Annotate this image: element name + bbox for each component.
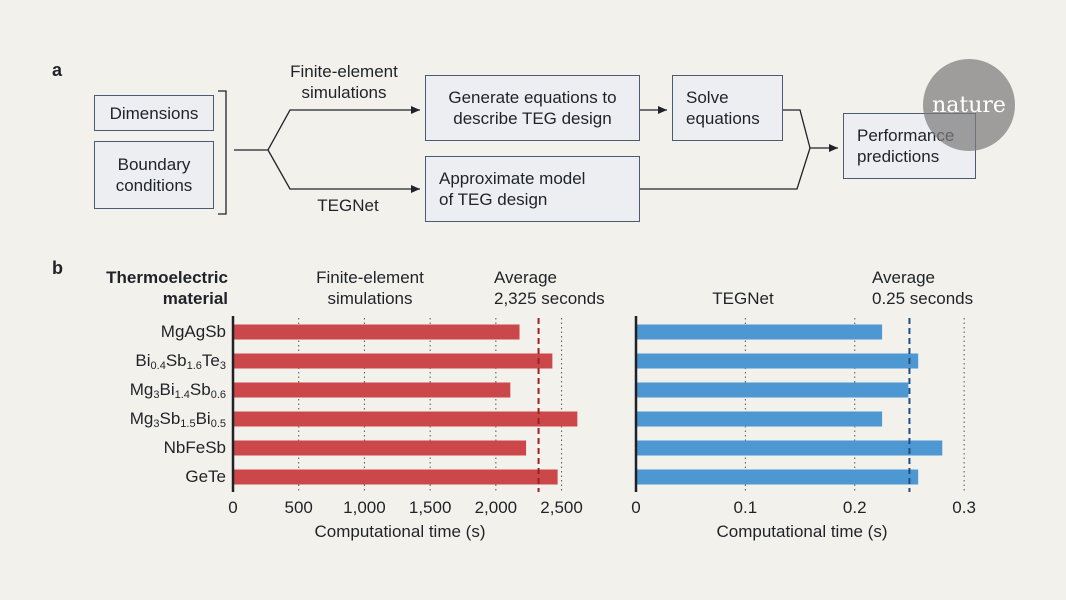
- fem-bar-1: [233, 353, 553, 369]
- fem-tick-label-4: 2,000: [475, 498, 518, 517]
- row-header: Thermoelectric material: [106, 268, 228, 308]
- fem-bar-2: [233, 382, 511, 398]
- fem-tick-label-2: 1,000: [343, 498, 386, 517]
- tegnet-tick-label-0: 0: [631, 498, 640, 517]
- fem-x-axis-label: Computational time (s): [314, 522, 486, 541]
- approximate-model-box: Approximate model of TEG design: [425, 156, 640, 222]
- fem-bar-0: [233, 324, 520, 340]
- nature-logo: nature: [923, 59, 1015, 151]
- material-label-mgsbbi: Mg3Sb1.5Bi0.5: [129, 409, 226, 430]
- tegnet-tick-label-3: 0.3: [952, 498, 976, 517]
- tegnet-branch-label: TEGNet: [317, 196, 379, 215]
- tegnet-bar-4: [636, 440, 943, 456]
- tegnet-bar-0: [636, 324, 883, 340]
- merge-connector-upper: [783, 109, 811, 149]
- fem-tick-label-0: 0: [228, 498, 237, 517]
- tegnet-bar-2: [636, 382, 909, 398]
- tegnet-x-axis-label: Computational time (s): [716, 522, 888, 541]
- tegnet-bar-5: [636, 469, 919, 485]
- tegnet-bar-1: [636, 353, 919, 369]
- panel-a-label: a: [52, 60, 63, 80]
- generate-equations-box: Generate equations to describe TEG desig…: [425, 75, 640, 141]
- input-bracket: [218, 90, 227, 215]
- fem-tick-label-3: 1,500: [409, 498, 452, 517]
- material-label-nbfesb: NbFeSb: [163, 438, 226, 457]
- fem-chart-title: Finite-element simulations: [316, 268, 424, 308]
- material-label-mgagsb: MgAgSb: [160, 322, 226, 341]
- tegnet-bar-3: [636, 411, 883, 427]
- tegnet-tick-label-2: 0.2: [843, 498, 867, 517]
- split-connector-lower: [267, 149, 420, 193]
- fem-tick-label-5: 2,500: [540, 498, 583, 517]
- fem-bar-4: [233, 440, 527, 456]
- panel-b-label: b: [52, 258, 63, 278]
- tegnet-tick-label-1: 0.1: [734, 498, 758, 517]
- dimensions-box: Dimensions: [94, 95, 214, 131]
- boundary-conditions-box: Boundary conditions: [94, 141, 214, 209]
- fem-bar-5: [233, 469, 558, 485]
- fem-tick-label-1: 500: [285, 498, 313, 517]
- merge-connector-lower: [640, 147, 811, 190]
- solve-equations-box: Solve equations: [672, 75, 783, 141]
- fem-branch-label: Finite-element simulations: [290, 62, 398, 102]
- split-connector: [234, 106, 420, 151]
- fem-bar-3: [233, 411, 578, 427]
- tegnet-average-label: Average 0.25 seconds: [872, 268, 974, 308]
- material-label-mgbisb: Mg3Bi1.4Sb0.6: [129, 380, 226, 401]
- fem-average-label: Average 2,325 seconds: [494, 268, 605, 308]
- tegnet-chart-title: TEGNet: [712, 289, 774, 308]
- material-label-gete: GeTe: [185, 467, 226, 486]
- material-label-bisbte: Bi0.4Sb1.6Te3: [135, 351, 226, 372]
